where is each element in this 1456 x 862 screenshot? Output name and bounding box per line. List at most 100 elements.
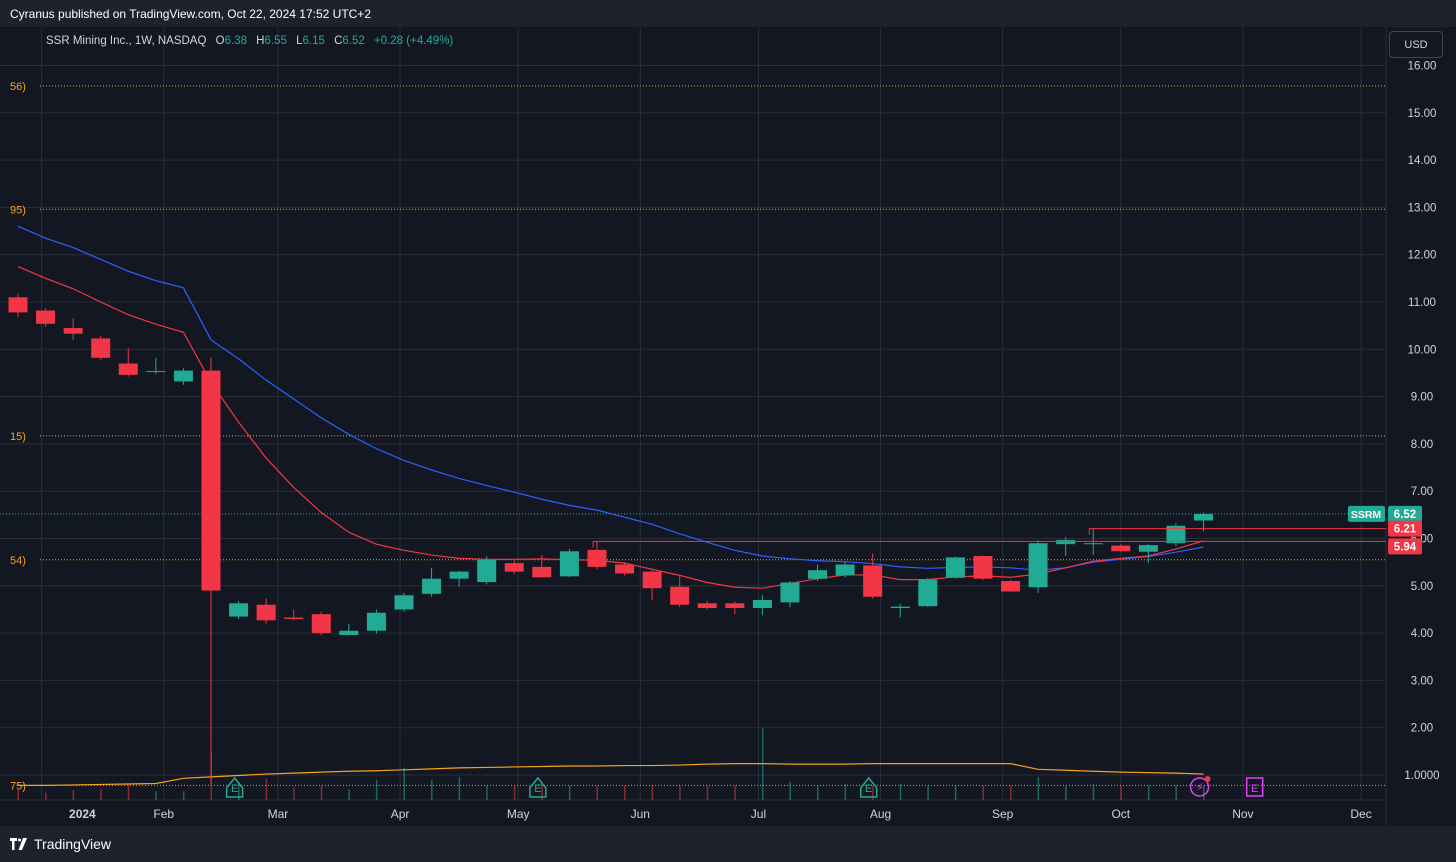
candle-body [394,595,414,610]
earnings-icon[interactable]: E [1245,777,1264,797]
earnings-icon[interactable]: E [859,776,878,798]
price-tick-label[interactable]: 13.00 [1408,202,1437,214]
candle[interactable] [945,556,965,579]
time-tick-label[interactable]: Oct [1111,807,1130,821]
time-tick-label[interactable]: Apr [391,807,410,821]
candle[interactable] [973,555,993,581]
price-tick-label[interactable]: 8.00 [1411,439,1433,451]
candle[interactable] [36,308,56,327]
candle[interactable] [1056,537,1076,557]
candle[interactable] [1111,544,1131,552]
price-tick-label[interactable]: 15.00 [1408,108,1437,120]
candle[interactable] [449,570,469,587]
earnings-icon[interactable]: E [225,776,244,798]
candle[interactable] [284,609,304,621]
price-chart[interactable]: 56) 95) 15) 54) 75) E E E E ⚡ 16.00 15.00 14.00 13.… [0,27,1456,826]
candle[interactable] [752,595,772,616]
price-tick-label[interactable]: 5.00 [1411,581,1433,593]
price-tick-label[interactable]: 16.00 [1408,61,1437,73]
candle[interactable] [256,598,276,624]
candle-body [284,617,304,619]
time-axis[interactable]: 2024 Feb Mar Apr May Jun Jul Aug Sep Oct Nov Dec [69,807,1372,821]
event-markers[interactable]: E E E E ⚡ [225,776,1264,798]
candle[interactable] [229,600,249,619]
volume-bar [679,785,681,800]
price-tick-label[interactable]: 10.00 [1408,344,1437,356]
volume-bar [17,788,19,800]
candle-body [1111,545,1131,552]
candle[interactable] [201,357,221,786]
candle[interactable] [311,611,331,636]
candle[interactable] [173,368,193,385]
price-tick-label[interactable]: 11.00 [1408,297,1436,309]
candle[interactable] [1028,539,1048,593]
volume-bar [100,789,102,800]
candle[interactable] [559,548,579,578]
candle[interactable] [146,357,166,374]
price-axis[interactable]: 16.00 15.00 14.00 13.00 12.00 11.00 10.00 9.00 8… [1404,61,1439,783]
candle[interactable] [394,592,414,612]
candle[interactable] [118,348,138,377]
candle[interactable] [670,576,690,608]
time-tick-label[interactable]: Jun [631,807,650,821]
candles[interactable] [8,293,1214,786]
volume-bar [789,782,791,800]
time-tick-label[interactable]: Dec [1350,807,1371,821]
candle[interactable] [1166,523,1186,547]
horizontal-rays [592,528,1386,548]
time-tick-label[interactable]: Nov [1232,807,1253,821]
candle[interactable] [532,555,552,578]
candle-body [63,328,83,334]
price-tick-label[interactable]: 9.00 [1411,392,1433,404]
candle[interactable] [1138,544,1158,564]
time-tick-label[interactable]: Feb [153,807,174,821]
volume-bar [72,789,75,800]
time-tick-label[interactable]: Jul [751,807,766,821]
candle-body [863,565,883,597]
candle[interactable] [642,570,662,600]
volume-bar [954,785,957,800]
time-tick-label[interactable]: 2024 [69,807,96,821]
time-tick-label[interactable]: Mar [268,807,289,821]
candle[interactable] [835,562,855,578]
volume-bar [1092,784,1095,800]
candle[interactable] [422,567,442,597]
candle[interactable] [808,564,828,582]
flash-icon[interactable]: ⚡ [1189,776,1211,797]
candle[interactable] [615,562,635,576]
price-tick-label[interactable]: 7.00 [1411,486,1433,498]
volume-bar [844,784,847,800]
candle[interactable] [918,577,938,608]
candle[interactable] [697,600,717,610]
candle-body [1083,543,1103,545]
price-tick-label[interactable]: 1.0000 [1404,770,1439,782]
time-tick-label[interactable]: Aug [870,807,891,821]
level-label: 15) [10,431,26,443]
candle[interactable] [587,541,607,570]
tradingview-brand[interactable]: TradingView [10,836,111,852]
price-tick-label[interactable]: 12.00 [1408,250,1437,262]
candle[interactable] [366,609,386,634]
price-tick-label[interactable]: 2.00 [1411,723,1433,735]
price-tag-value: 6.52 [1394,509,1416,521]
candle[interactable] [8,293,28,318]
price-tick-label[interactable]: 4.00 [1411,628,1433,640]
candle[interactable] [863,553,883,599]
earnings-icon[interactable]: E [529,776,547,798]
currency-button[interactable]: USD [1389,31,1443,58]
price-tick-label[interactable]: 14.00 [1408,155,1437,167]
time-tick-label[interactable]: Sep [992,807,1014,821]
candle[interactable] [725,601,745,615]
price-tick-label[interactable]: 3.00 [1411,675,1433,687]
candle[interactable] [339,623,359,636]
candle[interactable] [890,603,910,618]
candle[interactable] [63,318,83,340]
candle[interactable] [91,336,111,360]
candle[interactable] [477,556,497,585]
time-tick-label[interactable]: May [507,807,530,821]
candle[interactable] [1001,580,1021,592]
candle[interactable] [504,559,524,574]
candle-body [1028,543,1048,588]
grid [0,27,1386,800]
candle[interactable] [780,581,800,608]
